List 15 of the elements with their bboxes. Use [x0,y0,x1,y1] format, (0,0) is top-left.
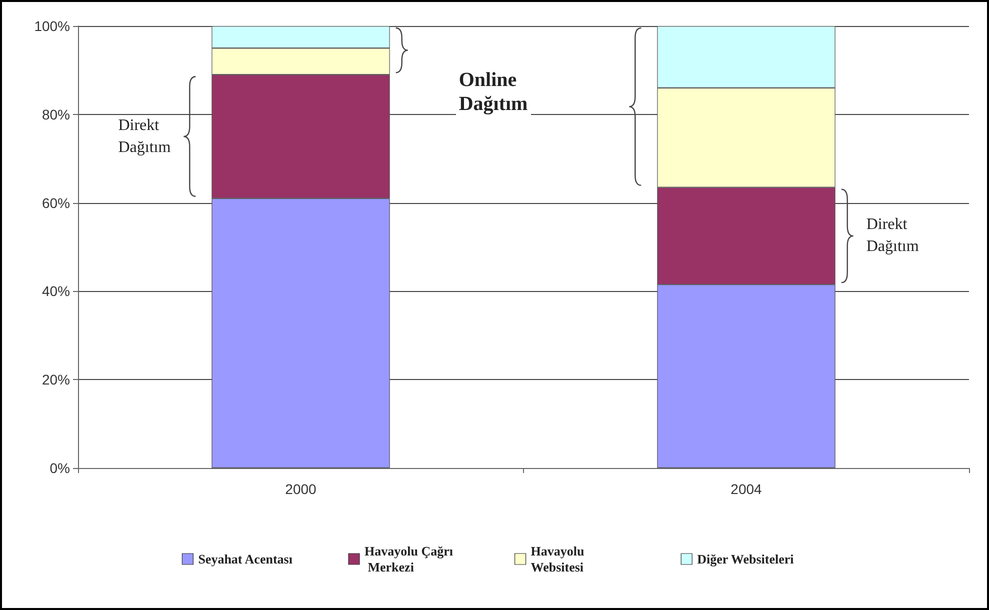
y-tick-label: 100% [34,18,70,34]
x-tick-label: 2000 [285,481,317,497]
legend-label: Havayolu Websitesi [530,544,588,574]
y-tick-label: 80% [42,106,70,122]
y-tick-label: 0% [50,460,70,476]
y-tick-label: 40% [42,283,70,300]
annotation: Direkt Dağıtım [866,214,919,258]
legend-label: Havayolu Çağrı Merkezi [364,544,454,574]
x-tick-label: 2004 [730,481,762,497]
y-tick-label: 60% [42,194,70,211]
annotation: Online Dağıtım [458,68,528,116]
legend-label: Diğer Websiteleri [697,552,794,566]
annotation: Direkt Dağıtım [118,114,171,158]
legend-label: Seyahat Acentası [198,552,293,566]
y-tick-label: 20% [42,372,70,388]
